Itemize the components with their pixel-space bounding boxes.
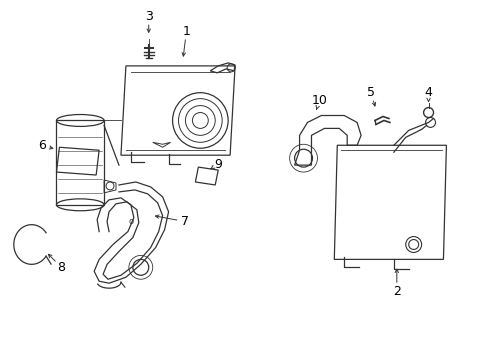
- Text: 5: 5: [366, 86, 374, 99]
- Text: 2: 2: [392, 285, 400, 298]
- Text: o: o: [128, 217, 133, 226]
- Text: 3: 3: [144, 10, 152, 23]
- Text: 1: 1: [182, 24, 190, 38]
- Text: 9: 9: [214, 158, 222, 171]
- Text: 4: 4: [424, 86, 431, 99]
- Text: 7: 7: [181, 215, 189, 228]
- Text: 6: 6: [38, 139, 45, 152]
- Text: 8: 8: [57, 261, 65, 274]
- Text: 10: 10: [311, 94, 326, 107]
